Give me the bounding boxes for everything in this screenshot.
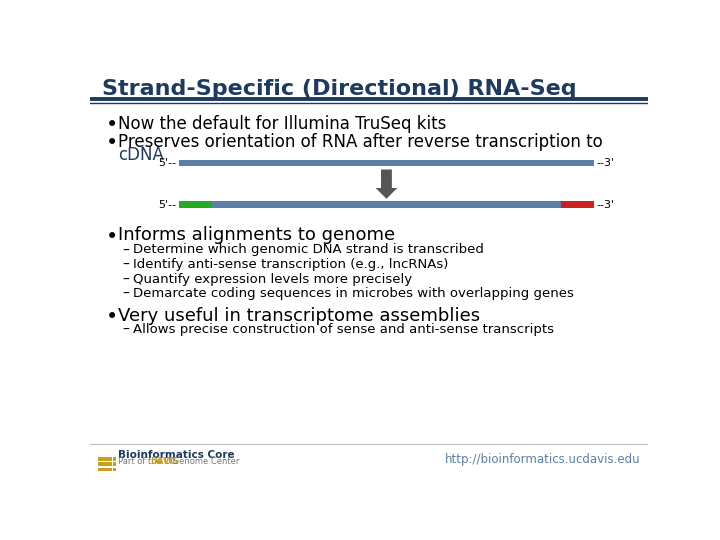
Bar [113,468,117,471]
FancyArrow shape [376,170,397,199]
Text: Identify anti-sense transcription (e.g., lncRNAs): Identify anti-sense transcription (e.g.,… [133,258,449,271]
Text: Quantify expression levels more precisely: Quantify expression levels more precisel… [133,273,413,286]
Bar [179,201,212,208]
Text: –: – [122,287,130,301]
Bar [98,468,112,471]
Text: •: • [106,115,118,135]
Text: Preserves orientation of RNA after reverse transcription to: Preserves orientation of RNA after rever… [118,132,603,151]
Bar [98,462,112,466]
Text: •: • [106,307,118,327]
Text: •: • [106,132,118,153]
Text: 5'--: 5'-- [158,158,176,168]
Text: http://bioinformatics.ucdavis.edu: http://bioinformatics.ucdavis.edu [445,453,640,465]
Text: Bioinformatics Core: Bioinformatics Core [118,450,235,460]
Text: Allows precise construction of sense and anti-sense transcripts: Allows precise construction of sense and… [133,323,554,336]
Bar [212,201,561,208]
Text: Determine which genomic DNA strand is transcribed: Determine which genomic DNA strand is tr… [133,244,485,256]
Text: Part of the UC: Part of the UC [118,457,176,467]
Text: –: – [122,244,130,258]
Text: Informs alignments to genome: Informs alignments to genome [118,226,395,245]
Text: Very useful in transcriptome assemblies: Very useful in transcriptome assemblies [118,307,480,325]
Text: •: • [106,226,118,246]
Bar [113,462,117,466]
Bar [179,159,594,166]
Text: –: – [122,323,130,337]
Bar [561,201,594,208]
Text: Demarcate coding sequences in microbes with overlapping genes: Demarcate coding sequences in microbes w… [133,287,575,300]
Text: 5'--: 5'-- [158,200,176,210]
Text: --3': --3' [597,158,615,168]
Text: cDNA: cDNA [118,146,163,164]
Text: Strand-Specific (Directional) RNA-Seq: Strand-Specific (Directional) RNA-Seq [102,79,577,99]
Bar [98,457,112,461]
Text: –: – [122,273,130,287]
Text: –: – [122,258,130,272]
Text: Genome Center: Genome Center [170,457,239,467]
Text: Now the default for Illumina TruSeq kits: Now the default for Illumina TruSeq kits [118,115,446,133]
Bar [113,457,117,461]
Text: DAVIS: DAVIS [150,457,179,467]
Text: --3': --3' [597,200,615,210]
